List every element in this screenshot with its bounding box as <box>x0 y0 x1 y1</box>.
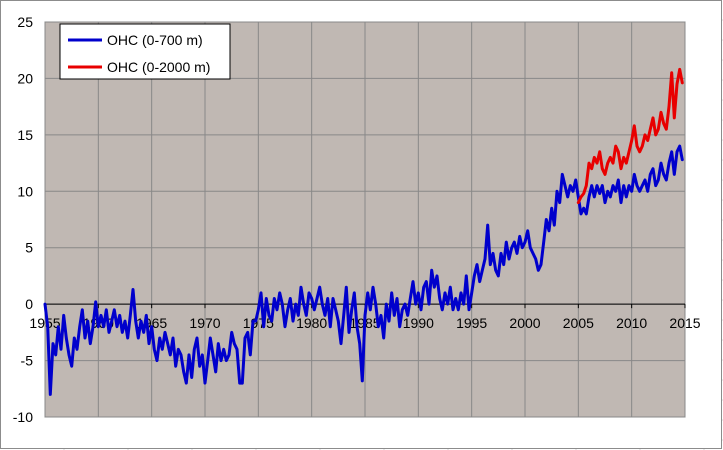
y-tick-label: 10 <box>17 183 33 199</box>
legend-label-ohc-2000: OHC (0-2000 m) <box>107 59 210 75</box>
x-tick-label: 2000 <box>509 315 540 331</box>
y-axis: -10 -5 0 5 10 15 20 25 <box>13 14 33 425</box>
legend: OHC (0-700 m) OHC (0-2000 m) <box>59 23 231 80</box>
legend-label-ohc-700: OHC (0-700 m) <box>107 32 203 48</box>
x-tick-label: 2005 <box>563 315 594 331</box>
y-tick-label: -5 <box>21 353 34 369</box>
series-line-ohc-700 <box>43 144 684 396</box>
x-tick-label: 1990 <box>403 315 434 331</box>
x-tick-label: 1955 <box>29 315 60 331</box>
y-tick-label: 20 <box>17 70 33 86</box>
x-tick-label: 1980 <box>296 315 327 331</box>
y-tick-label: 15 <box>17 127 33 143</box>
x-tick-label: 1975 <box>243 315 274 331</box>
series-layer <box>43 67 684 396</box>
series-line-ohc-2000 <box>576 67 684 205</box>
y-tick-label: 5 <box>25 240 33 256</box>
x-tick-label: 2015 <box>669 315 700 331</box>
plot-gridlines <box>44 21 686 418</box>
y-tick-label: 25 <box>17 14 33 30</box>
y-tick-label: 0 <box>25 296 33 312</box>
x-tick-label: 1995 <box>456 315 487 331</box>
x-tick-label: 2010 <box>616 315 647 331</box>
y-tick-label: -10 <box>13 409 33 425</box>
x-tick-label: 1970 <box>189 315 220 331</box>
